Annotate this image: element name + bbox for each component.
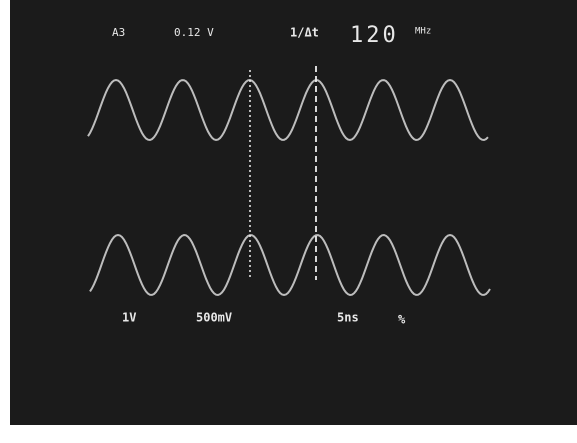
frequency-unit: MHz (415, 27, 431, 37)
screen-background (10, 0, 577, 425)
cursor-mode: 1/Δt (290, 26, 319, 40)
ch1-scale: 1V (122, 311, 136, 325)
timebase: 5ns (337, 311, 359, 325)
frequency-value: 120 (350, 23, 399, 48)
oscilloscope-screen: A3 0.12 V 1/Δt 120 MHz 1V 500mV 5ns % (0, 0, 577, 443)
mode-symbol: % (398, 313, 406, 327)
page: A3 0.12 V 1/Δt 120 MHz 1V 500mV 5ns % ((… (0, 0, 577, 443)
channel-label: A3 (112, 26, 125, 39)
cursor-voltage: 0.12 V (174, 26, 214, 39)
ch2-scale: 500mV (196, 311, 232, 325)
